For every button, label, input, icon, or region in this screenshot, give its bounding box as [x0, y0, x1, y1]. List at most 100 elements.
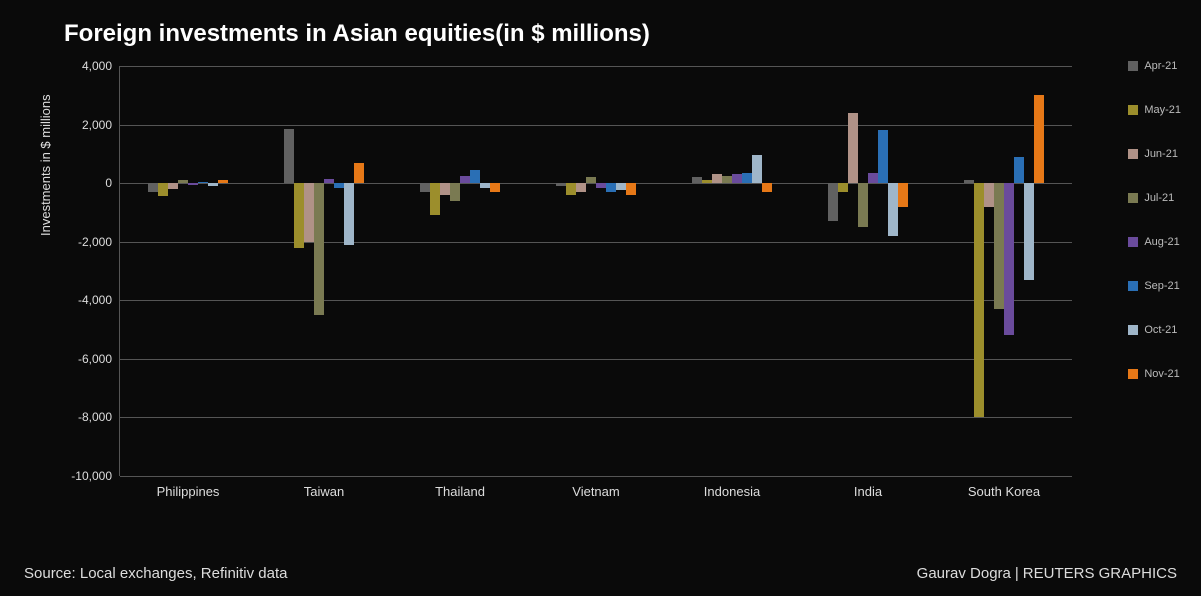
bar: [294, 183, 304, 247]
bar: [994, 183, 1004, 309]
bar: [586, 177, 596, 183]
legend-label: May-21: [1144, 104, 1181, 116]
legend-swatch: [1128, 369, 1138, 379]
bar: [576, 183, 586, 192]
byline-org: REUTERS GRAPHICS: [1023, 565, 1177, 582]
byline-author: Gaurav Dogra: [917, 565, 1011, 582]
gridline: [120, 66, 1072, 67]
chart-container: Foreign investments in Asian equities(in…: [0, 0, 1201, 596]
bar: [606, 183, 616, 192]
bar: [1004, 183, 1014, 335]
legend-item: May-21: [1128, 104, 1181, 116]
chart-title: Foreign investments in Asian equities(in…: [64, 20, 1177, 48]
legend-item: Jul-21: [1128, 192, 1181, 204]
x-tick-label: Indonesia: [704, 484, 760, 499]
bar: [858, 183, 868, 227]
bar: [344, 183, 354, 245]
y-tick-label: 2,000: [82, 118, 112, 132]
bar: [828, 183, 838, 221]
x-tick-label: Vietnam: [572, 484, 619, 499]
bar: [178, 180, 188, 183]
legend-swatch: [1128, 281, 1138, 291]
bar: [626, 183, 636, 195]
gridline: [120, 417, 1072, 418]
bar: [460, 176, 470, 183]
bar: [198, 182, 208, 183]
y-axis-label: Investments in $ millions: [38, 94, 53, 236]
bar: [888, 183, 898, 236]
bar: [974, 183, 984, 417]
bar: [324, 179, 334, 183]
bar: [314, 183, 324, 315]
bar: [450, 183, 460, 201]
bar: [712, 174, 722, 183]
legend-swatch: [1128, 237, 1138, 247]
bar: [722, 176, 732, 183]
legend-swatch: [1128, 325, 1138, 335]
legend-swatch: [1128, 61, 1138, 71]
bar: [188, 183, 198, 184]
gridline: [120, 125, 1072, 126]
legend-swatch: [1128, 105, 1138, 115]
plot-area: -10,000-8,000-6,000-4,000-2,00002,0004,0…: [119, 66, 1072, 476]
legend-item: Sep-21: [1128, 280, 1181, 292]
bar: [1034, 95, 1044, 183]
y-tick-label: -4,000: [78, 293, 112, 307]
bar: [168, 183, 178, 189]
bar: [752, 155, 762, 183]
bar: [838, 183, 848, 192]
x-tick-label: South Korea: [968, 484, 1040, 499]
bar: [470, 170, 480, 183]
bar: [868, 173, 878, 183]
bar: [762, 183, 772, 192]
bar: [616, 183, 626, 190]
bar: [420, 183, 430, 192]
bar: [334, 183, 344, 187]
bar: [284, 129, 294, 183]
bar: [1014, 157, 1024, 183]
bar: [898, 183, 908, 206]
x-tick-label: India: [854, 484, 882, 499]
bar: [158, 183, 168, 196]
legend-swatch: [1128, 193, 1138, 203]
legend-item: Aug-21: [1128, 236, 1181, 248]
bar: [1024, 183, 1034, 280]
x-tick-label: Philippines: [157, 484, 220, 499]
gridline: [120, 300, 1072, 301]
y-tick-label: 0: [105, 176, 112, 190]
bar: [556, 183, 566, 186]
y-tick-label: 4,000: [82, 59, 112, 73]
legend-label: Sep-21: [1144, 280, 1179, 292]
legend-label: Oct-21: [1144, 324, 1177, 336]
bar: [692, 177, 702, 183]
bar: [480, 183, 490, 187]
bar: [304, 183, 314, 242]
bar: [430, 183, 440, 215]
bar: [964, 180, 974, 183]
gridline: [120, 359, 1072, 360]
byline: Gaurav Dogra|REUTERS GRAPHICS: [917, 565, 1177, 582]
legend-item: Nov-21: [1128, 368, 1181, 380]
gridline: [120, 476, 1072, 477]
bar: [440, 183, 450, 195]
x-tick-label: Taiwan: [304, 484, 344, 499]
bar: [148, 183, 158, 192]
bar: [218, 180, 228, 183]
bar: [566, 183, 576, 195]
chart-wrap: Investments in $ millions -10,000-8,000-…: [24, 66, 1177, 521]
y-tick-label: -2,000: [78, 235, 112, 249]
footer: Source: Local exchanges, Refinitiv data …: [24, 565, 1177, 582]
bar: [702, 180, 712, 183]
legend-label: Jun-21: [1144, 148, 1178, 160]
bar: [354, 163, 364, 184]
source-text: Source: Local exchanges, Refinitiv data: [24, 565, 288, 582]
bar: [490, 183, 500, 192]
legend-label: Apr-21: [1144, 60, 1177, 72]
y-tick-label: -10,000: [71, 469, 112, 483]
bar: [984, 183, 994, 206]
bar: [878, 130, 888, 183]
gridline: [120, 242, 1072, 243]
bar: [732, 174, 742, 183]
legend-label: Jul-21: [1144, 192, 1174, 204]
legend-item: Jun-21: [1128, 148, 1181, 160]
